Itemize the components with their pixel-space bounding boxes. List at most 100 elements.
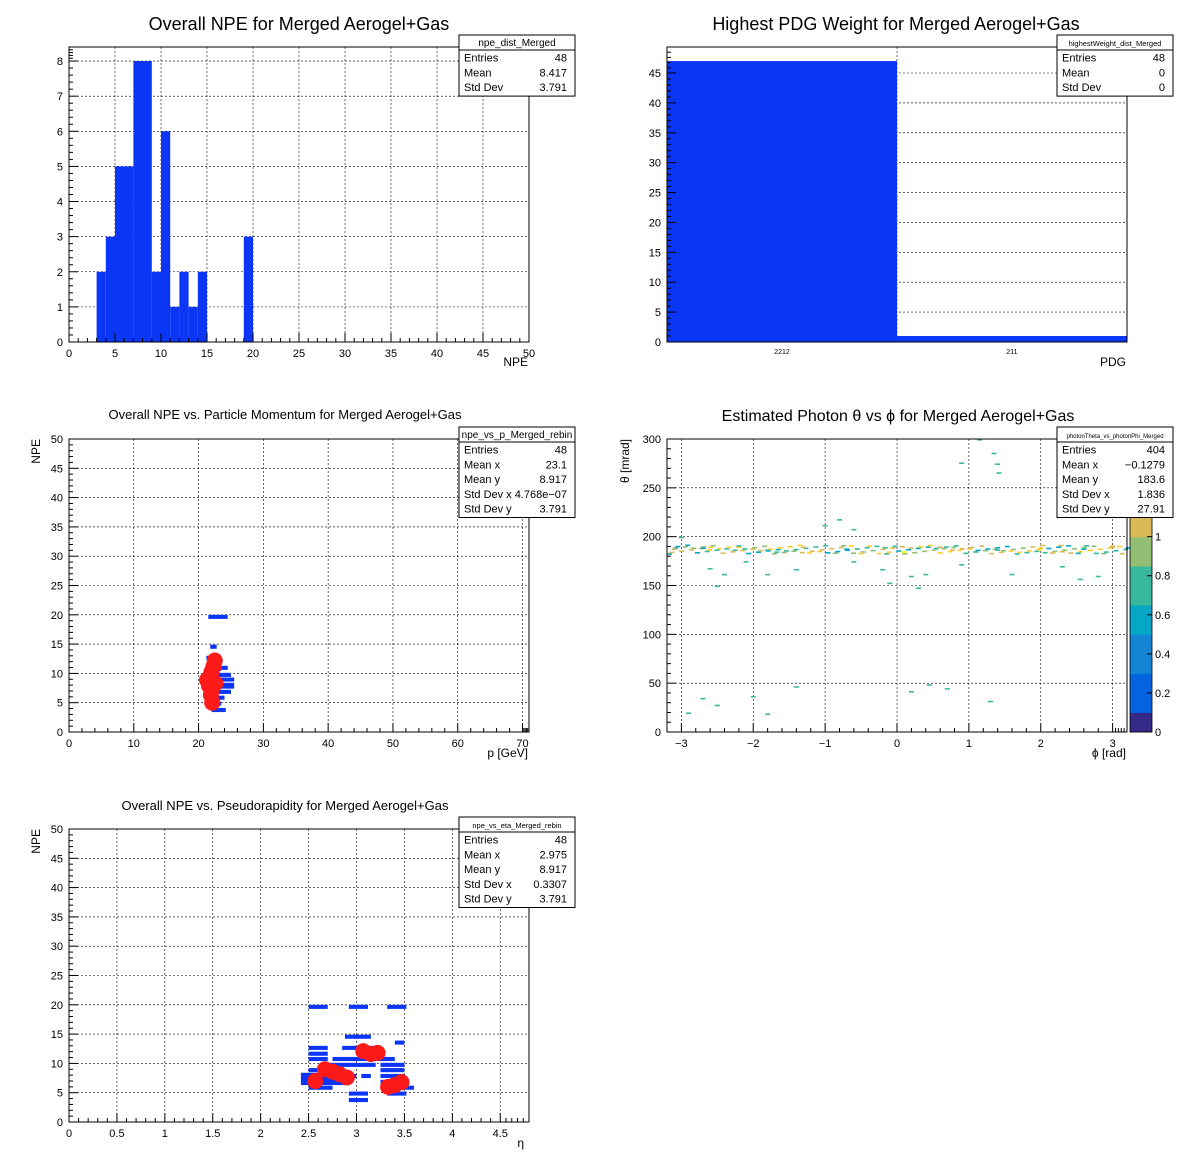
stats-box-name: npe_vs_p_Merged_rebin bbox=[462, 430, 573, 441]
heatmap-cell bbox=[1058, 544, 1064, 547]
histogram-cell bbox=[348, 1004, 368, 1009]
npe-distribution-chart: Overall NPE for Merged Aerogel+Gas 0 1 2 3 4… bbox=[57, 14, 576, 369]
x-tick-label: 5 bbox=[112, 348, 118, 360]
y-tick-label: 0 bbox=[57, 727, 63, 739]
heatmap-cell bbox=[801, 546, 807, 549]
x-tick-label: 3.5 bbox=[397, 1128, 412, 1140]
heatmap-cell bbox=[691, 547, 697, 550]
y-tick-label: 3 bbox=[57, 232, 63, 244]
stats-value: 3.791 bbox=[539, 504, 567, 516]
palette-segment bbox=[1130, 595, 1152, 606]
heatmap-cell bbox=[825, 552, 831, 554]
heatmap-cell bbox=[793, 568, 799, 571]
y-tick-label: 35 bbox=[649, 128, 661, 140]
heatmap-cell bbox=[1062, 549, 1068, 551]
heatmap-cell bbox=[844, 548, 850, 550]
histogram-cell bbox=[308, 1085, 333, 1090]
y-tick-label: 250 bbox=[643, 483, 661, 495]
stats-box-frame bbox=[1056, 34, 1174, 97]
heatmap-cell bbox=[1038, 547, 1044, 550]
heatmap-cell bbox=[912, 551, 918, 554]
histogram-bar bbox=[133, 61, 152, 343]
heatmap-cell bbox=[921, 550, 927, 553]
heatmap-cell bbox=[926, 684, 932, 686]
heatmap-cell bbox=[829, 547, 835, 550]
stats-label: Mean x bbox=[464, 459, 501, 471]
heatmap-cell bbox=[774, 551, 780, 554]
palette-tick-label: 0.2 bbox=[1155, 688, 1170, 700]
heatmap-cell bbox=[896, 550, 902, 552]
heatmap-cell bbox=[714, 549, 720, 552]
heatmap-cell bbox=[1040, 544, 1046, 547]
y-tick-label: 15 bbox=[649, 247, 661, 259]
stats-box-name: highestWeight_dist_Merged bbox=[1069, 39, 1162, 48]
palette-segment bbox=[1130, 614, 1152, 626]
heatmap-cell bbox=[1059, 565, 1065, 568]
stats-value: 2.975 bbox=[539, 849, 567, 861]
y-tick-label: 30 bbox=[649, 158, 661, 170]
heatmap-cell bbox=[845, 549, 851, 552]
heatmap-cell bbox=[884, 553, 890, 555]
heatmap-cell bbox=[908, 547, 914, 549]
x-tick-label: 1 bbox=[162, 1128, 168, 1140]
x-axis-label: NPE bbox=[503, 355, 528, 369]
x-tick-label: 0 bbox=[894, 738, 900, 750]
histogram-bar bbox=[243, 236, 253, 342]
histogram-bar bbox=[96, 271, 106, 342]
stats-box: npe_dist_Merged Entries 48 Mean 8.417 Std Dev… bbox=[458, 34, 576, 97]
heatmap-cell bbox=[793, 686, 799, 688]
histogram-bar bbox=[179, 271, 189, 342]
heatmap-cell bbox=[937, 552, 943, 554]
x-tick-label: 20 bbox=[192, 738, 204, 750]
stats-value: 404 bbox=[1147, 445, 1165, 457]
stats-label: Std Dev x bbox=[464, 879, 512, 891]
histogram-cell bbox=[361, 1073, 371, 1079]
heatmap-cell bbox=[768, 548, 774, 551]
heatmap-cell bbox=[679, 550, 685, 552]
y-axis-label: θ [mrad] bbox=[618, 439, 632, 483]
heatmap-cell bbox=[750, 695, 756, 698]
heatmap-cell bbox=[937, 546, 943, 549]
x-tick-label: 50 bbox=[387, 738, 399, 750]
chart-title: Overall NPE vs. Pseudorapidity for Merge… bbox=[122, 798, 449, 813]
palette-segment bbox=[1130, 605, 1152, 616]
heatmap-cell bbox=[1081, 548, 1087, 550]
heatmap-cell bbox=[1125, 547, 1131, 549]
heatmap-cell bbox=[915, 547, 921, 550]
heatmap-cell bbox=[700, 697, 706, 700]
heatmap-cell bbox=[1056, 546, 1062, 548]
histogram-bar bbox=[197, 271, 207, 342]
stats-value: 3.791 bbox=[539, 894, 567, 906]
heatmap-cell bbox=[793, 548, 799, 551]
heatmap-cell bbox=[777, 547, 783, 549]
x-axis-label: ϕ [rad] bbox=[1092, 746, 1126, 760]
heatmap-cell bbox=[749, 548, 755, 551]
heatmap-cell bbox=[959, 462, 965, 465]
y-tick-label: 25 bbox=[51, 971, 63, 983]
y-tick-label: 5 bbox=[57, 161, 63, 173]
heatmap-cell bbox=[667, 553, 672, 555]
heatmap-cell bbox=[1030, 546, 1036, 548]
x-tick-label: −1 bbox=[819, 738, 832, 750]
x-tick-label: 20 bbox=[247, 348, 259, 360]
x-tick-label: 4.5 bbox=[493, 1128, 508, 1140]
heatmap-cell bbox=[813, 546, 819, 548]
y-axis-label: NPE bbox=[29, 439, 43, 464]
heatmap-cell bbox=[835, 550, 841, 553]
palette-segment bbox=[1130, 702, 1152, 713]
heatmap-cell bbox=[807, 552, 813, 554]
stats-label: Std Dev bbox=[464, 82, 504, 94]
heatmap-cell bbox=[973, 551, 979, 553]
histogram-cell bbox=[380, 1062, 405, 1067]
heatmap-cell bbox=[1117, 545, 1123, 548]
y-tick-label: 10 bbox=[649, 277, 661, 289]
heatmap-cell bbox=[975, 549, 981, 552]
heatmap-cell bbox=[887, 582, 893, 585]
heatmap-cell bbox=[841, 544, 847, 547]
heatmap-cell bbox=[678, 536, 684, 539]
heatmap-cell bbox=[688, 549, 694, 551]
heatmap-cell bbox=[710, 544, 716, 547]
palette-segment bbox=[1130, 673, 1152, 684]
heatmap-cell bbox=[967, 548, 973, 550]
stats-value: 0 bbox=[1159, 82, 1165, 94]
